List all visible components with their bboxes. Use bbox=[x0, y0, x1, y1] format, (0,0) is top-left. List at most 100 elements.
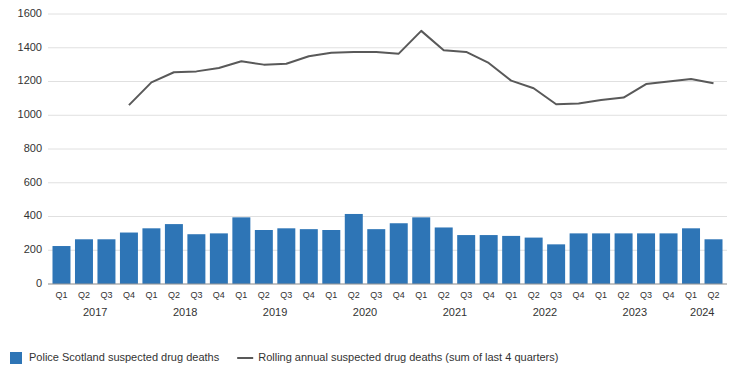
x-tick-label: Q1 bbox=[685, 290, 697, 300]
x-tick-label: Q2 bbox=[168, 290, 180, 300]
bar-series bbox=[52, 214, 722, 284]
bar bbox=[75, 239, 93, 284]
bar bbox=[412, 217, 430, 284]
legend-item: Police Scotland suspected drug deaths bbox=[10, 351, 220, 364]
bar bbox=[300, 229, 318, 284]
x-tick-label: Q4 bbox=[123, 290, 135, 300]
bar bbox=[120, 233, 138, 284]
x-tick-label: Q3 bbox=[370, 290, 382, 300]
x-tick-label: Q1 bbox=[55, 290, 67, 300]
bar bbox=[210, 233, 228, 284]
bar bbox=[277, 228, 295, 284]
grid-line bbox=[48, 149, 727, 150]
bar bbox=[705, 239, 723, 284]
plot-area bbox=[52, 31, 722, 284]
x-tick-label: Q4 bbox=[573, 290, 585, 300]
year-label: 2020 bbox=[353, 306, 377, 318]
y-tick-label: 800 bbox=[24, 142, 42, 154]
x-tick-label: Q2 bbox=[348, 290, 360, 300]
y-tick-label: 400 bbox=[24, 209, 42, 221]
grid-line bbox=[48, 14, 727, 15]
legend-swatch bbox=[10, 352, 22, 364]
bar bbox=[322, 230, 340, 284]
x-tick-label: Q4 bbox=[213, 290, 225, 300]
bar bbox=[142, 228, 160, 284]
legend-label: Rolling annual suspected drug deaths (su… bbox=[258, 351, 558, 363]
bar bbox=[570, 233, 588, 284]
bar bbox=[615, 233, 633, 284]
grid-line bbox=[48, 284, 727, 285]
grid-line bbox=[48, 216, 727, 217]
year-label: 2024 bbox=[690, 306, 714, 318]
x-tick-label: Q1 bbox=[505, 290, 517, 300]
grid-line bbox=[48, 182, 727, 183]
x-tick-label: Q4 bbox=[663, 290, 675, 300]
y-tick-label: 1000 bbox=[18, 108, 42, 120]
x-tick-label: Q4 bbox=[303, 290, 315, 300]
year-label: 2021 bbox=[443, 306, 467, 318]
y-tick-label: 1600 bbox=[18, 7, 42, 19]
x-tick-label: Q3 bbox=[280, 290, 292, 300]
bar bbox=[390, 223, 408, 284]
y-tick-label: 1200 bbox=[18, 74, 42, 86]
bar bbox=[255, 230, 273, 284]
x-tick-label: Q3 bbox=[100, 290, 112, 300]
year-label: 2022 bbox=[533, 306, 557, 318]
x-tick-label: Q4 bbox=[393, 290, 405, 300]
bar bbox=[457, 235, 475, 284]
y-tick-label: 600 bbox=[24, 176, 42, 188]
x-tick-label: Q1 bbox=[325, 290, 337, 300]
bar bbox=[682, 228, 700, 284]
x-tick-label: Q4 bbox=[483, 290, 495, 300]
legend: Police Scotland suspected drug deaths Rol… bbox=[10, 351, 558, 364]
bar bbox=[592, 233, 610, 284]
bar bbox=[345, 214, 363, 284]
bar bbox=[637, 233, 655, 284]
bar bbox=[480, 235, 498, 284]
x-tick-label: Q2 bbox=[708, 290, 720, 300]
year-label: 2017 bbox=[83, 306, 107, 318]
grid-line bbox=[48, 81, 727, 82]
bar bbox=[367, 229, 385, 284]
x-tick-label: Q2 bbox=[618, 290, 630, 300]
x-tick-label: Q3 bbox=[640, 290, 652, 300]
bar bbox=[660, 233, 678, 284]
bar bbox=[547, 244, 565, 284]
x-axis-line bbox=[48, 284, 727, 285]
bar bbox=[97, 239, 115, 284]
legend-swatch bbox=[237, 357, 253, 359]
grid-line bbox=[48, 47, 727, 48]
bar bbox=[525, 238, 543, 284]
bar bbox=[502, 236, 520, 284]
y-axis: 0 200 400 600 800 1000 1200 1400 1600 bbox=[18, 7, 42, 289]
line bbox=[129, 31, 714, 105]
bar bbox=[52, 246, 70, 284]
y-tick-label: 1400 bbox=[18, 41, 42, 53]
x-tick-label: Q3 bbox=[550, 290, 562, 300]
x-tick-label: Q2 bbox=[78, 290, 90, 300]
x-tick-label: Q3 bbox=[460, 290, 472, 300]
year-label: 2018 bbox=[173, 306, 197, 318]
x-axis: Q1 Q2 Q3 Q4 Q1 Q2 Q3 Q4 Q1 Q2 Q3 Q4 Q1 Q2 Q3 Q4 Q1 Q2 Q3 Q4… bbox=[48, 284, 727, 318]
bar bbox=[232, 217, 250, 284]
bar bbox=[165, 224, 183, 284]
year-label: 2023 bbox=[623, 306, 647, 318]
x-tick-label: Q1 bbox=[415, 290, 427, 300]
legend-item: Rolling annual suspected drug deaths (su… bbox=[237, 351, 558, 363]
x-tick-label: Q2 bbox=[258, 290, 270, 300]
y-tick-label: 0 bbox=[36, 277, 42, 289]
bar bbox=[435, 227, 453, 284]
legend-label: Police Scotland suspected drug deaths bbox=[29, 351, 220, 363]
year-label: 2019 bbox=[263, 306, 287, 318]
bar bbox=[187, 234, 205, 284]
x-tick-label: Q1 bbox=[235, 290, 247, 300]
x-tick-label: Q2 bbox=[438, 290, 450, 300]
x-tick-label: Q1 bbox=[145, 290, 157, 300]
x-tick-label: Q2 bbox=[528, 290, 540, 300]
x-tick-label: Q3 bbox=[190, 290, 202, 300]
x-tick-label: Q1 bbox=[595, 290, 607, 300]
chart: 02004006008001000120014001600Q1Q2Q3Q4Q1Q… bbox=[0, 0, 737, 384]
grid bbox=[48, 14, 727, 284]
y-tick-label: 200 bbox=[24, 243, 42, 255]
grid-line bbox=[48, 115, 727, 116]
